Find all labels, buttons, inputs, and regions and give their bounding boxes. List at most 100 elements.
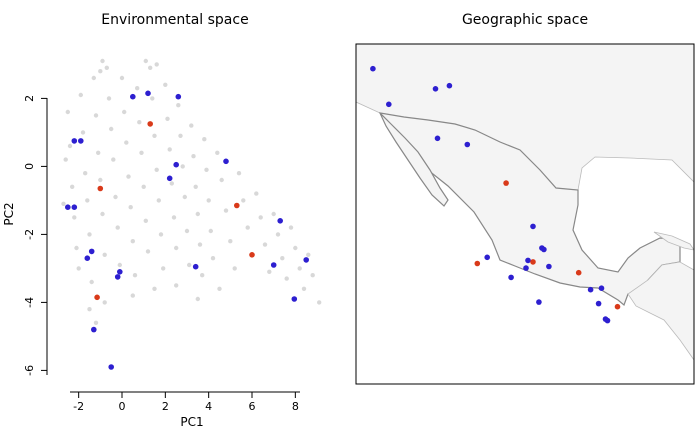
map-layer xyxy=(356,44,694,361)
occurrence-point xyxy=(223,158,229,165)
background-point xyxy=(275,232,281,237)
background-point xyxy=(111,157,116,162)
occurrence-point xyxy=(108,364,114,370)
occurrence-point xyxy=(145,90,151,97)
background-point xyxy=(87,232,92,237)
background-point xyxy=(137,120,142,125)
map-occurrence-point xyxy=(536,299,542,305)
background-point xyxy=(206,198,211,203)
central-america-landmass xyxy=(627,261,694,361)
y-tick-label: -2 xyxy=(23,229,36,240)
background-point xyxy=(109,126,114,132)
highlighted-point xyxy=(94,294,100,301)
background-point xyxy=(102,252,107,257)
background-point xyxy=(195,211,200,217)
background-point xyxy=(293,245,298,251)
occurrence-point xyxy=(291,296,298,302)
background-point xyxy=(189,123,194,128)
background-point xyxy=(135,86,140,91)
x-tick-label: 6 xyxy=(249,400,256,413)
occurrence-point xyxy=(166,175,173,182)
background-point xyxy=(167,147,172,152)
highlighted-point xyxy=(147,121,153,127)
map-occurrence-point xyxy=(508,274,514,281)
background-point xyxy=(74,245,79,251)
background-point xyxy=(163,82,168,88)
background-point xyxy=(180,164,185,169)
cuba-island xyxy=(653,231,694,251)
background-point xyxy=(197,242,203,247)
x-tick-label: 4 xyxy=(205,400,212,413)
background-point xyxy=(184,228,190,234)
map-occurrence-point xyxy=(602,316,609,322)
background-point xyxy=(187,262,192,268)
background-point xyxy=(93,113,99,118)
background-point xyxy=(87,307,92,312)
map-highlighted-point xyxy=(575,269,582,276)
background-point xyxy=(301,286,307,291)
background-point xyxy=(178,133,183,138)
map-highlighted-point xyxy=(474,260,481,267)
x-axis-label: PC1 xyxy=(180,415,203,429)
background-point xyxy=(254,191,259,196)
background-point xyxy=(96,150,101,155)
map-occurrence-point xyxy=(539,245,545,251)
env-axes: -2 0 2 4 6 8 -6 -4 -2 0 2 xyxy=(23,95,300,413)
background-point xyxy=(98,177,103,183)
background-point xyxy=(156,198,161,203)
background-point xyxy=(236,171,242,176)
background-point xyxy=(154,167,159,172)
background-point xyxy=(169,181,174,186)
background-point xyxy=(152,133,157,138)
map-occurrence-point xyxy=(530,223,536,230)
background-point xyxy=(128,205,133,210)
background-point xyxy=(130,239,135,244)
background-point xyxy=(191,154,196,159)
background-point xyxy=(104,65,110,71)
background-point xyxy=(102,300,107,305)
background-point xyxy=(228,239,233,244)
geo-points xyxy=(370,65,621,324)
background-point xyxy=(182,194,187,200)
background-point xyxy=(284,276,289,281)
background-point xyxy=(200,273,205,278)
background-point xyxy=(210,256,216,261)
map-highlighted-point xyxy=(614,303,621,310)
occurrence-point xyxy=(71,138,78,144)
background-point xyxy=(78,92,84,98)
occurrence-point xyxy=(78,138,84,144)
background-point xyxy=(215,150,220,155)
background-point xyxy=(202,137,207,142)
background-point xyxy=(100,211,105,217)
background-point xyxy=(232,266,237,271)
background-point xyxy=(145,249,151,254)
background-point xyxy=(141,184,146,189)
background-point xyxy=(258,215,263,220)
background-point xyxy=(158,232,164,237)
background-point xyxy=(124,140,129,145)
occurrence-point xyxy=(65,204,71,210)
background-point xyxy=(115,225,120,230)
x-tick-label: -2 xyxy=(73,400,84,413)
background-point xyxy=(98,69,103,74)
map-occurrence-point xyxy=(386,101,392,108)
map-occurrence-point xyxy=(370,65,376,72)
background-point xyxy=(119,75,125,81)
map-occurrence-point xyxy=(434,135,441,142)
env-panel: Environmental space -2 0 2 4 6 8-6-4-202 PC1 … xyxy=(2,12,322,429)
background-point xyxy=(85,198,90,203)
occurrence-point xyxy=(91,326,97,333)
map-occurrence-point xyxy=(523,265,529,271)
background-point xyxy=(310,273,315,278)
background-point xyxy=(262,242,268,247)
background-point xyxy=(67,143,73,149)
y-axis-label: PC2 xyxy=(2,202,16,225)
background-point xyxy=(150,96,155,101)
map-occurrence-point xyxy=(595,300,602,307)
background-point xyxy=(139,150,144,155)
background-point xyxy=(280,256,285,261)
geo-panel: Geographic space xyxy=(355,12,695,385)
background-point xyxy=(165,116,170,122)
background-point xyxy=(208,228,213,234)
map-occurrence-point xyxy=(432,86,439,92)
